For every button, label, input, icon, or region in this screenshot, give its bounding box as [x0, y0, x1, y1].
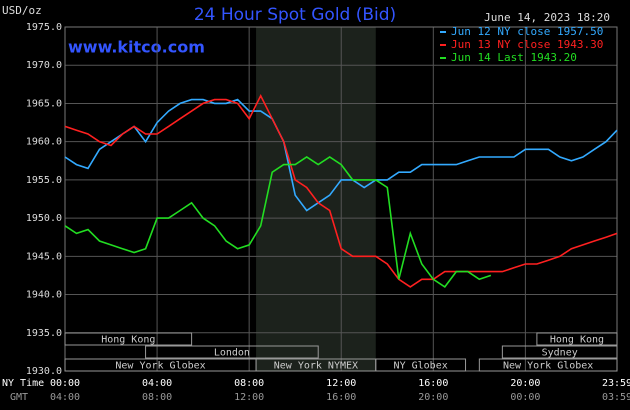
legend-label: Jun 12 NY close 1957.50: [451, 25, 603, 38]
series-line: [64, 98, 618, 212]
x-tick-label: 04:00: [142, 378, 172, 389]
x-tick-label: 20:00: [510, 378, 540, 389]
x-tick-label: 12:00: [326, 378, 356, 389]
x2-tick-label: 16:00: [326, 392, 356, 403]
y-tick-label: 1935.0: [26, 328, 62, 339]
timestamp: June 14, 2023 18:20: [484, 11, 610, 24]
y-tick-label: 1945.0: [26, 251, 62, 262]
x-axis-label: NY Time: [2, 378, 44, 389]
series-line: [64, 94, 618, 288]
x-tick-label: 23:59: [602, 378, 630, 389]
y-tick-label: 1965.0: [26, 98, 62, 109]
session-label: New York Globex: [503, 361, 593, 372]
x2-axis-label: GMT: [10, 392, 28, 403]
x2-tick-label: 00:00: [510, 392, 540, 403]
session-label: NY Globex: [394, 361, 448, 372]
y-axis-label: USD/oz: [2, 4, 42, 17]
session-box: [375, 358, 467, 372]
y-tick-label: 1975.0: [26, 22, 62, 33]
series-line: [64, 156, 492, 288]
session-label: Hong Kong: [101, 335, 155, 346]
x2-tick-label: 12:00: [234, 392, 264, 403]
x2-tick-label: 03:59: [602, 392, 630, 403]
session-label: Hong Kong: [550, 335, 604, 346]
x-tick-label: 08:00: [234, 378, 264, 389]
session-box: [501, 345, 618, 359]
x2-tick-label: 20:00: [418, 392, 448, 403]
y-tick-label: 1970.0: [26, 60, 62, 71]
y-tick-label: 1940.0: [26, 290, 62, 301]
y-tick-label: 1950.0: [26, 213, 62, 224]
session-box: [478, 358, 618, 372]
legend-label: Jun 13 NY close 1943.30: [451, 38, 603, 51]
y-tick-label: 1960.0: [26, 137, 62, 148]
session-label: London: [214, 348, 250, 359]
source: www.kitco.com: [68, 38, 205, 57]
session-label: Sydney: [542, 348, 578, 359]
session-label: New York NYMEX: [274, 361, 358, 372]
session-label: New York Globex: [115, 361, 205, 372]
x-tick-label: 00:00: [50, 378, 80, 389]
session-box: [64, 332, 193, 346]
x-tick-label: 16:00: [418, 378, 448, 389]
y-tick-label: 1930.0: [26, 366, 62, 377]
x2-tick-label: 04:00: [50, 392, 80, 403]
y-tick-label: 1955.0: [26, 175, 62, 186]
legend-label: Jun 14 Last 1943.20: [451, 51, 577, 64]
session-box: [145, 345, 319, 359]
x2-tick-label: 08:00: [142, 392, 172, 403]
chart-title: 24 Hour Spot Gold (Bid): [194, 5, 396, 25]
session-box: [536, 332, 618, 346]
